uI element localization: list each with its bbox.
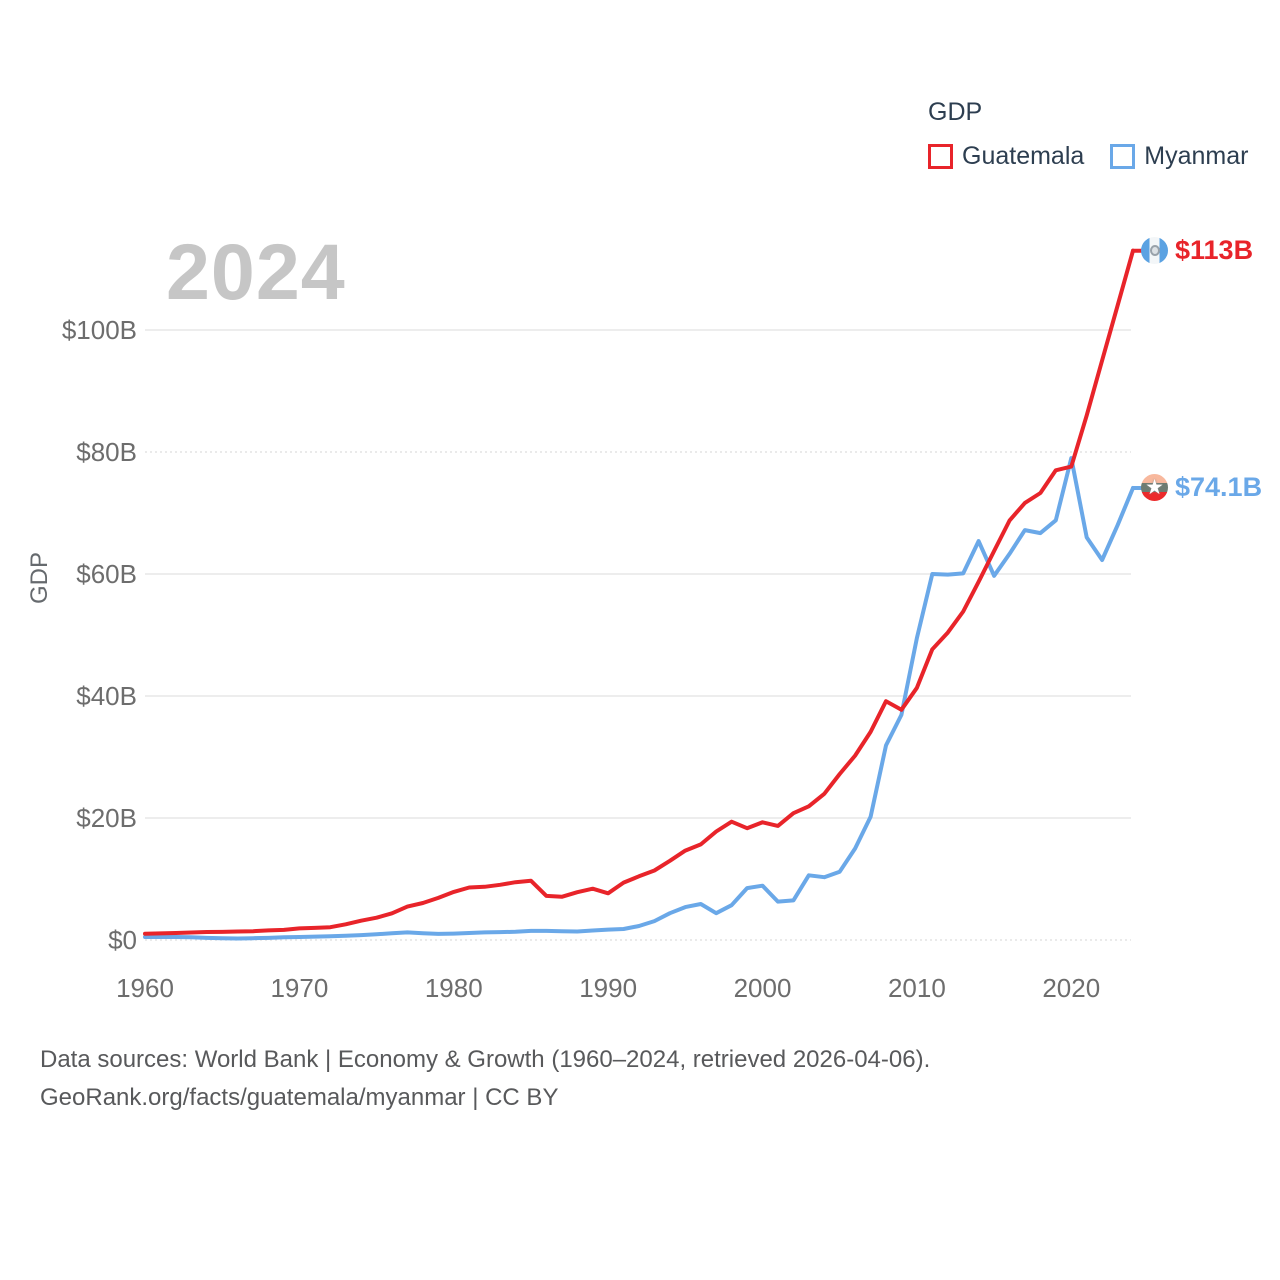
myanmar-star-icon: ★	[1145, 476, 1164, 500]
guatemala-swatch-icon	[928, 144, 953, 169]
x-tick-label: 1970	[270, 973, 329, 1003]
x-tick-label: 2010	[887, 973, 946, 1003]
legend: GDP Guatemala Myanmar	[928, 98, 1248, 171]
y-tick-label: $80B	[76, 437, 137, 467]
x-tick-label: 1990	[579, 973, 638, 1003]
legend-label-myanmar: Myanmar	[1144, 142, 1249, 170]
source-url-text: GeoRank.org/facts/guatemala/myanmar | CC…	[40, 1084, 559, 1111]
legend-row: Guatemala Myanmar	[928, 142, 1248, 171]
guatemala-flag-icon	[1141, 237, 1168, 265]
myanmar-end-label: ★ $74.1B	[1141, 472, 1263, 503]
guatemala-end-value: $113B	[1175, 235, 1254, 266]
legend-item-myanmar[interactable]: Myanmar	[1110, 142, 1248, 171]
legend-item-guatemala[interactable]: Guatemala	[928, 142, 1084, 171]
x-tick-label: 2000	[733, 973, 792, 1003]
y-tick-label: $60B	[76, 559, 137, 589]
series-line-guatemala[interactable]	[143, 248, 1135, 936]
myanmar-flag-icon: ★	[1141, 474, 1168, 502]
x-tick-label: 1980	[424, 973, 483, 1003]
guatemala-end-label: $113B	[1141, 235, 1254, 266]
y-tick-label: $20B	[76, 803, 137, 833]
y-tick-label: $100B	[61, 315, 137, 345]
y-tick-label: $0	[108, 925, 137, 955]
x-tick-label: 2020	[1042, 973, 1101, 1003]
data-sources-text: Data sources: World Bank | Economy & Gro…	[40, 1046, 931, 1073]
y-tick-label: $40B	[76, 681, 137, 711]
legend-label-guatemala: Guatemala	[962, 142, 1085, 170]
series-line-myanmar[interactable]	[143, 456, 1135, 941]
watermark-year: 2024	[166, 227, 346, 316]
myanmar-end-value: $74.1B	[1175, 472, 1263, 503]
guatemala-emblem-icon	[1149, 245, 1160, 257]
legend-title: GDP	[928, 98, 983, 126]
myanmar-swatch-icon	[1110, 144, 1136, 169]
x-tick-label: 1960	[116, 973, 174, 1003]
